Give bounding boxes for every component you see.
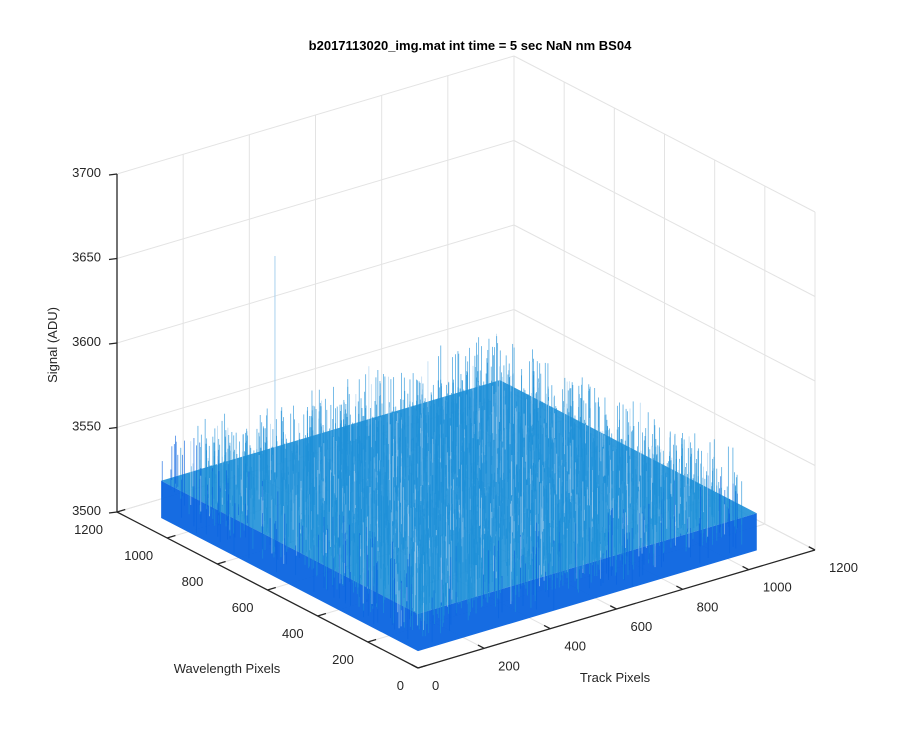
x-tick-label: 1000 (763, 580, 792, 595)
y-tick-label: 0 (397, 678, 404, 693)
x-tick-label: 800 (697, 599, 719, 614)
x-tick-label: 600 (631, 619, 653, 634)
grid-line (116, 224, 515, 344)
z-tick-label: 3600 (72, 334, 101, 349)
tick-layer: 0 200 400 600 800 1000 1200 0 200 400 600 800 1000 12… (72, 165, 858, 693)
z-tick-label: 3700 (72, 165, 101, 180)
x-tick-mark (411, 664, 419, 669)
x-tick-mark (676, 585, 683, 590)
x-tick-label: 0 (432, 678, 439, 693)
x-tick-mark (609, 605, 617, 610)
grid-line (513, 224, 816, 382)
y-axis-label: Wavelength Pixels (174, 661, 281, 676)
y-tick-mark (166, 534, 176, 539)
grid-line (513, 140, 816, 297)
chart-title: b2017113020_img.mat int time = 5 sec NaN… (309, 38, 632, 53)
z-tick-label: 3650 (72, 250, 101, 265)
x-axis-label: Track Pixels (580, 670, 651, 685)
x-tick-label: 200 (498, 658, 520, 673)
z-tick-mark (108, 342, 118, 345)
x-tick-mark (543, 624, 551, 630)
x-tick-label: 400 (564, 639, 586, 654)
z-tick-label: 3550 (72, 419, 101, 434)
z-tick-mark (108, 173, 118, 176)
z-tick-mark (108, 511, 118, 514)
surface-layer (161, 256, 757, 652)
y-tick-label: 400 (282, 626, 304, 641)
z-tick-mark (108, 426, 118, 430)
y-tick-label: 200 (332, 652, 354, 667)
x-tick-mark (742, 565, 750, 571)
grid-line (513, 309, 816, 466)
y-tick-mark (267, 586, 276, 591)
x-tick-mark (808, 546, 816, 551)
grid-line (513, 55, 816, 213)
y-tick-label: 1000 (124, 548, 153, 563)
y-tick-label: 600 (232, 600, 254, 615)
y-tick-mark (116, 508, 126, 513)
y-tick-label: 1200 (74, 522, 103, 537)
z-axis-label: Signal (ADU) (45, 307, 60, 383)
grid-line (116, 309, 515, 428)
y-tick-mark (317, 612, 327, 617)
z-tick-label: 3500 (72, 503, 101, 518)
y-tick-mark (217, 560, 226, 565)
y-tick-mark (417, 664, 427, 669)
y-tick-label: 800 (182, 574, 204, 589)
grid-line (116, 55, 515, 175)
surface-front (161, 480, 757, 652)
z-tick-mark (108, 257, 118, 261)
y-tick-mark (367, 638, 377, 643)
grid-line (116, 140, 515, 259)
x-tick-label: 1200 (829, 560, 858, 575)
x-tick-mark (477, 644, 485, 649)
